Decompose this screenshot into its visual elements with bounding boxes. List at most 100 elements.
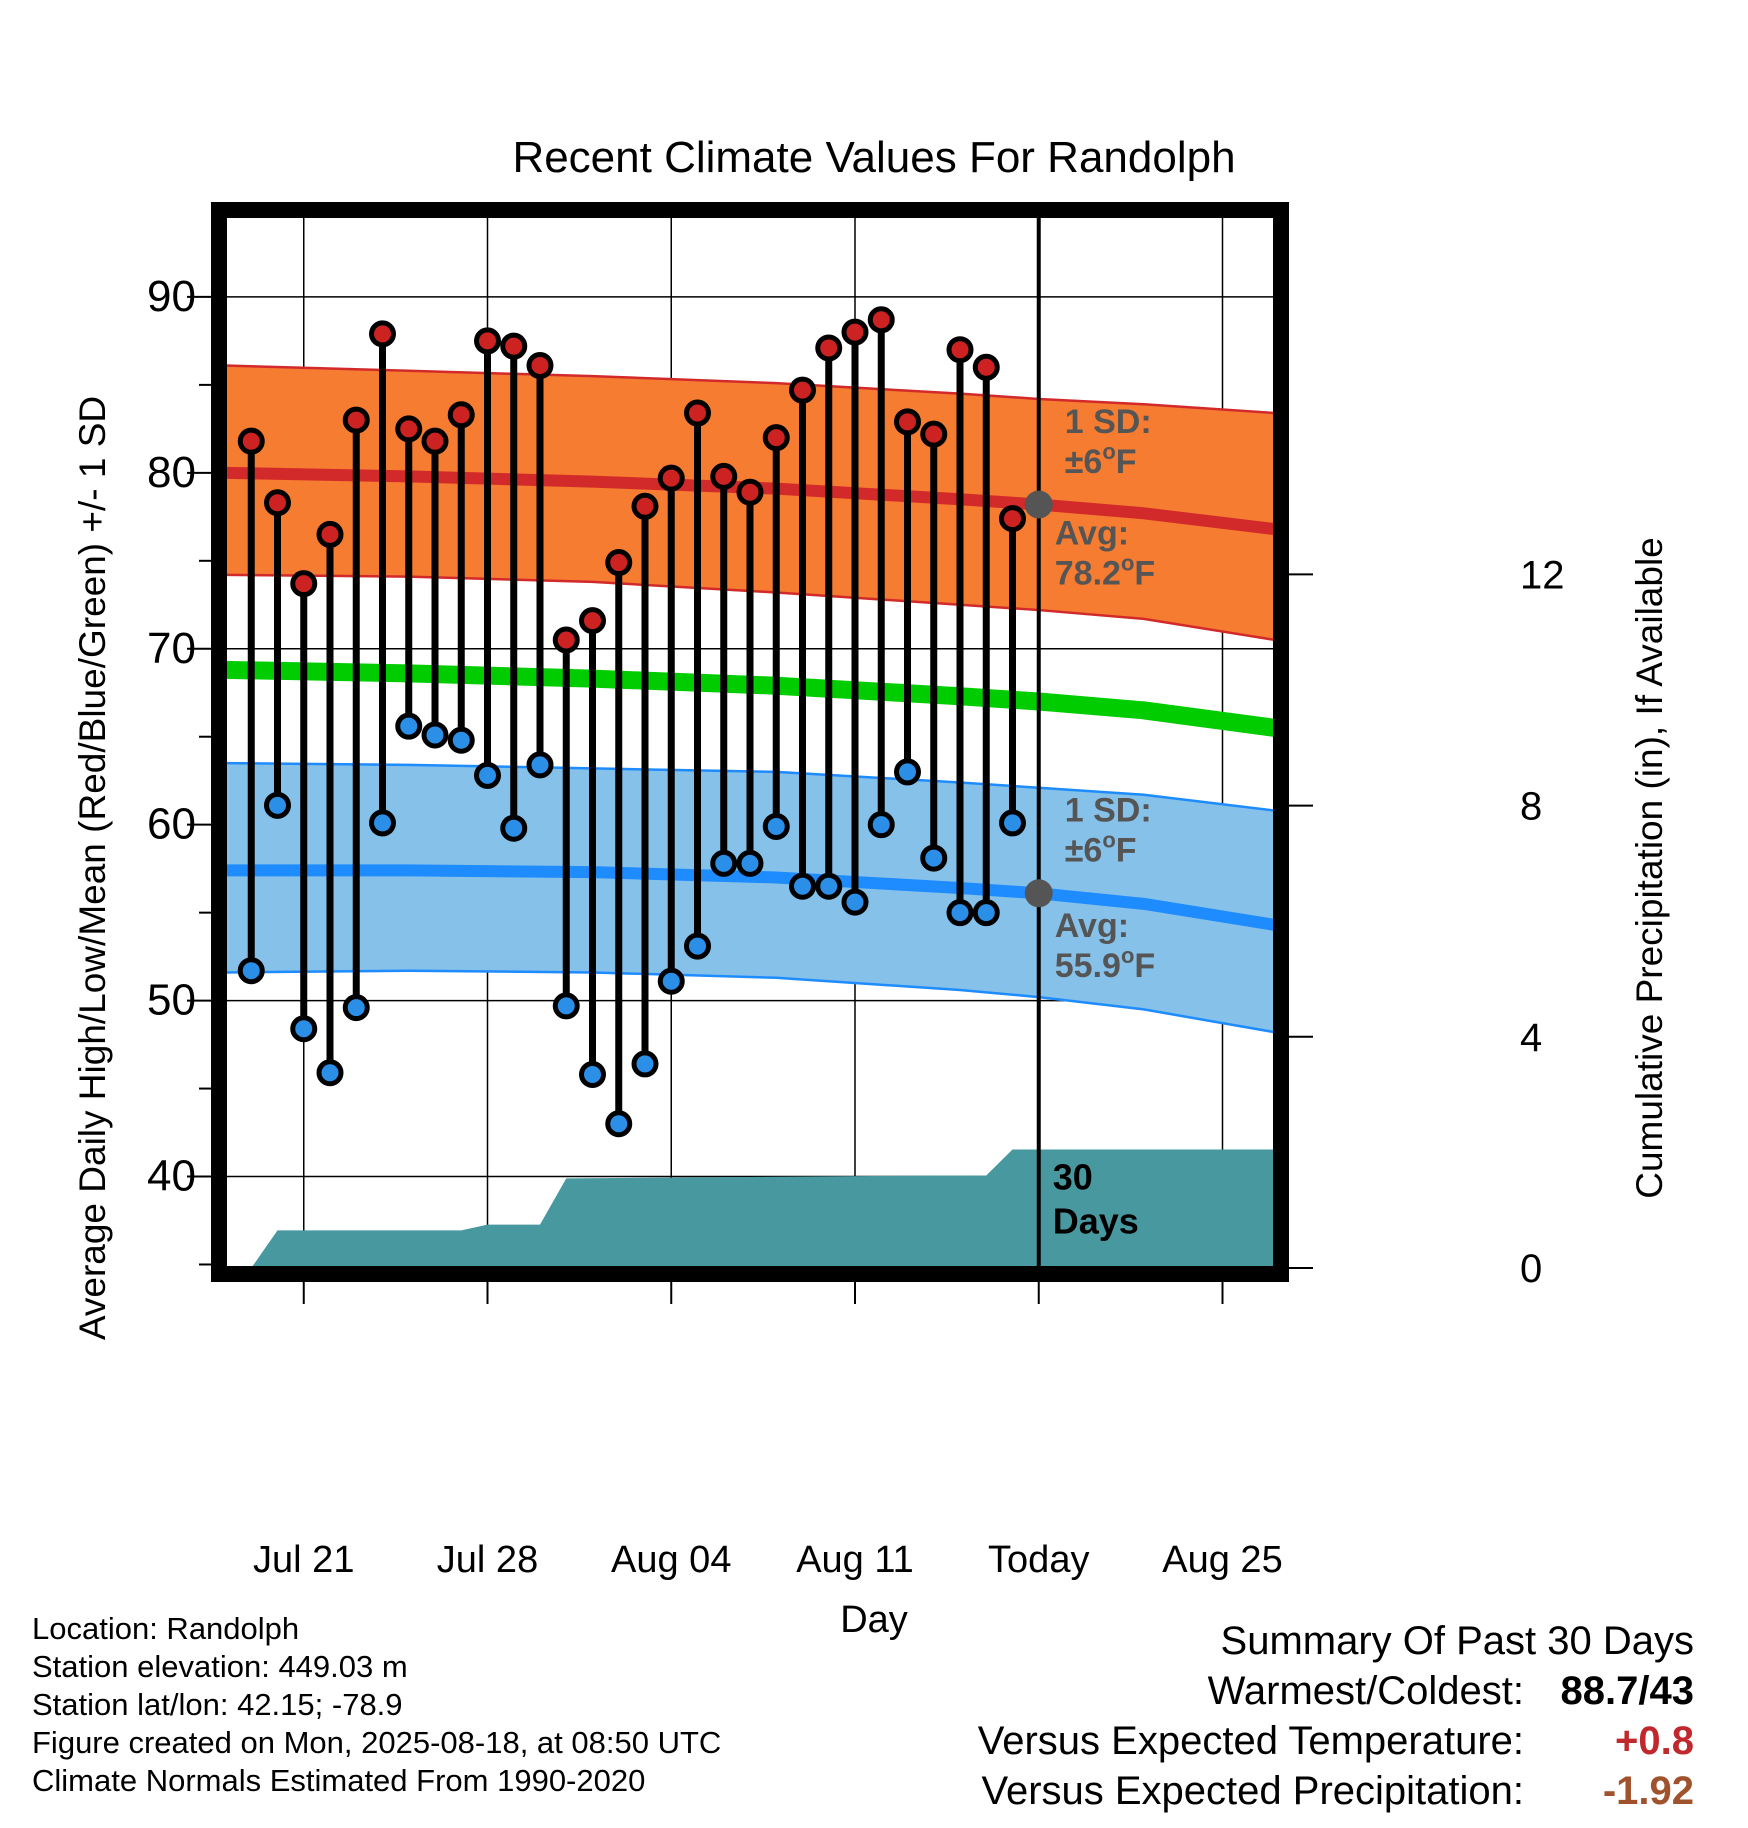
low-avg-value: 55.9oF bbox=[1055, 943, 1155, 985]
precip-anomaly-value: -1.92 bbox=[1602, 1769, 1694, 1813]
low-temp-point bbox=[526, 751, 554, 779]
low-temp-point bbox=[579, 1060, 606, 1088]
low-temp-point bbox=[474, 761, 501, 789]
low-temp-point bbox=[657, 967, 685, 995]
y-tick-label: 60 bbox=[147, 800, 196, 849]
high-temp-point bbox=[395, 415, 423, 443]
mean-normal-line bbox=[225, 660, 1275, 737]
high-avg-value: 78.2oF bbox=[1055, 551, 1155, 593]
high-temp-point bbox=[920, 420, 948, 448]
x-tick-label: Jul 28 bbox=[437, 1539, 538, 1581]
high-temp-point bbox=[316, 520, 344, 548]
low-temp-point bbox=[894, 758, 921, 786]
low-temp-point bbox=[867, 811, 895, 839]
x-tick-label: Aug 04 bbox=[611, 1539, 731, 1581]
x-tick-label: Aug 25 bbox=[1162, 1539, 1282, 1581]
high-sd-band-lower-edge bbox=[225, 573, 1275, 642]
low-temp-point bbox=[946, 899, 974, 927]
low-temp-point bbox=[395, 712, 423, 740]
high-normal-line bbox=[225, 466, 1275, 536]
low-normal-line bbox=[225, 864, 1275, 931]
high-temp-point bbox=[762, 424, 790, 452]
high-temp-point bbox=[552, 626, 580, 654]
summary-temp-row: Versus Expected Temperature: +0.8 bbox=[978, 1716, 1694, 1766]
low-avg-label: Avg: bbox=[1055, 907, 1129, 945]
temp-anomaly-value: +0.8 bbox=[1615, 1719, 1694, 1763]
low-temp-point bbox=[972, 899, 1000, 927]
x-tick-label: Today bbox=[988, 1539, 1089, 1581]
created-text: Figure created on Mon, 2025-08-18, at 08… bbox=[32, 1725, 722, 1760]
high-temp-point bbox=[605, 549, 633, 577]
y2-tick-label: 4 bbox=[1520, 1016, 1542, 1060]
latlon-text: Station lat/lon: 42.15; -78.9 bbox=[32, 1687, 403, 1722]
high-temp-point bbox=[579, 607, 606, 635]
high-temp-point bbox=[342, 406, 370, 434]
high-temp-point bbox=[369, 320, 396, 348]
low-temp-point bbox=[316, 1059, 344, 1087]
low-temp-point bbox=[552, 992, 580, 1020]
low-temp-point bbox=[447, 726, 475, 754]
high-temp-point bbox=[264, 489, 291, 517]
low-temp-point bbox=[605, 1110, 633, 1138]
low-temp-point bbox=[500, 814, 528, 842]
low-sd-label: 1 SD: bbox=[1065, 792, 1152, 830]
low-temp-point bbox=[789, 872, 816, 900]
high-sd-value: ±6oF bbox=[1065, 439, 1137, 481]
normals-text: Climate Normals Estimated From 1990-2020 bbox=[32, 1763, 646, 1798]
high-temp-point bbox=[631, 492, 659, 520]
low-sd-band-upper-edge bbox=[225, 761, 1275, 812]
x-tick-label: Aug 11 bbox=[796, 1539, 914, 1581]
precip-period-unit: Days bbox=[1053, 1201, 1139, 1242]
high-temp-point bbox=[684, 399, 711, 427]
x-axis-label: Day bbox=[840, 1599, 908, 1641]
y2-axis-label: Cumulative Precipitation (in), If Availa… bbox=[1629, 537, 1670, 1199]
low-sd-band-lower-edge bbox=[225, 969, 1275, 1034]
low-temp-point bbox=[342, 994, 370, 1022]
high-temp-point bbox=[500, 332, 528, 360]
high-temp-point bbox=[657, 464, 685, 492]
location-text: Location: Randolph bbox=[32, 1611, 300, 1646]
high-temp-point bbox=[946, 336, 974, 364]
high-temp-point bbox=[789, 376, 816, 404]
high-temp-point bbox=[526, 352, 554, 380]
high-temp-point bbox=[736, 478, 764, 506]
y-tick-label: 70 bbox=[147, 624, 196, 673]
x-tick-label: Jul 21 bbox=[253, 1539, 354, 1581]
high-temp-point bbox=[290, 570, 318, 598]
low-temp-point bbox=[421, 721, 449, 749]
summary-warmest-row: Warmest/Coldest: 88.7/43 bbox=[978, 1666, 1694, 1716]
y-tick-label: 80 bbox=[147, 448, 196, 497]
warmest-label: Warmest/Coldest: bbox=[1207, 1669, 1524, 1713]
y-axis-label: Average Daily High/Low/Mean (Red/Blue/Gr… bbox=[72, 396, 113, 1340]
low-temp-point bbox=[237, 957, 265, 985]
today-high-normal-point bbox=[1024, 490, 1053, 519]
summary-precip-row: Versus Expected Precipitation: -1.92 bbox=[978, 1766, 1694, 1816]
temp-anomaly-label: Versus Expected Temperature: bbox=[977, 1719, 1524, 1763]
elevation-text: Station elevation: 449.03 m bbox=[32, 1649, 408, 1684]
high-temp-point bbox=[447, 401, 475, 429]
plot-frame bbox=[211, 202, 1289, 1282]
high-avg-label: Avg: bbox=[1055, 515, 1129, 553]
high-temp-point bbox=[710, 462, 738, 490]
low-temp-point bbox=[710, 849, 738, 877]
low-temp-point bbox=[631, 1050, 659, 1078]
low-temp-point bbox=[264, 791, 291, 819]
low-sd-value: ±6oF bbox=[1065, 828, 1137, 870]
summary-title: Summary Of Past 30 Days bbox=[1220, 1619, 1694, 1663]
high-temp-point bbox=[474, 327, 501, 355]
high-temp-point bbox=[815, 334, 843, 362]
precip-area bbox=[251, 1149, 1275, 1268]
y2-tick-label: 12 bbox=[1520, 553, 1565, 597]
chart-title: Recent Climate Values For Randolph bbox=[512, 133, 1235, 182]
today-low-normal-point bbox=[1024, 879, 1053, 908]
y2-tick-label: 8 bbox=[1520, 785, 1542, 829]
low-temp-point bbox=[736, 849, 764, 877]
high-sd-label: 1 SD: bbox=[1065, 403, 1152, 441]
y-tick-label: 90 bbox=[147, 272, 196, 321]
low-temp-point bbox=[815, 872, 843, 900]
y-tick-label: 40 bbox=[147, 1152, 196, 1201]
high-temp-point bbox=[972, 353, 1000, 381]
low-temp-point bbox=[290, 1015, 318, 1043]
